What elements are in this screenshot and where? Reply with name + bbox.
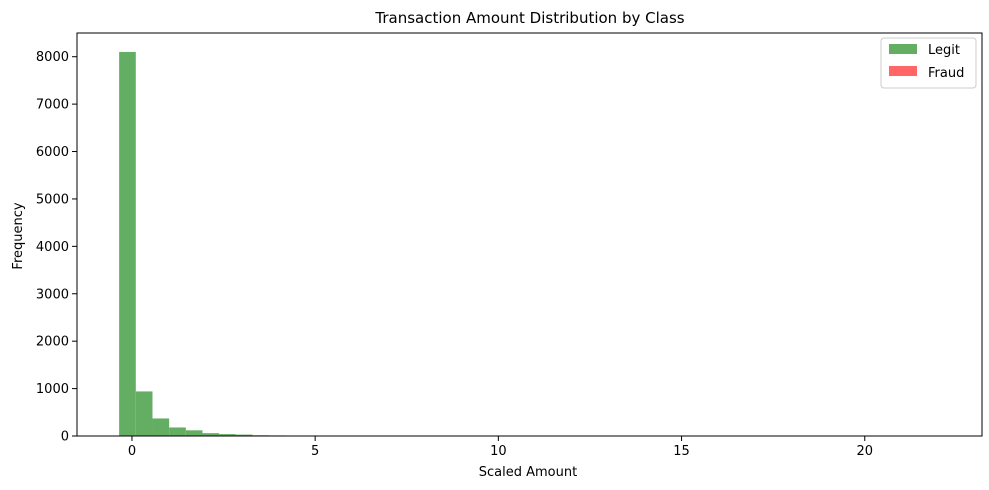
histogram-bar-legit-5: [202, 433, 220, 436]
y-tick-label: 0: [61, 430, 69, 445]
x-axis-label: Scaled Amount: [479, 465, 577, 480]
histogram-bar-legit-0: [119, 51, 136, 436]
y-axis-ticks: 0 1000 2000 3000 4000 5000 6000 7000 8000: [36, 50, 77, 445]
x-tick-label: 20: [856, 444, 873, 459]
histogram-bar-legit-2: [152, 418, 170, 436]
y-tick-label: 5000: [36, 192, 69, 207]
y-tick-label: 6000: [36, 145, 69, 160]
legend-label-fraud: Fraud: [928, 66, 964, 81]
y-axis-label: Frequency: [11, 202, 26, 269]
legend-swatch-fraud: [889, 66, 917, 76]
histogram-bars: [119, 51, 553, 436]
axes-frame: [76, 32, 983, 437]
x-tick-label: 10: [490, 444, 507, 459]
histogram-bar-legit-1: [135, 391, 153, 436]
y-tick-label: 8000: [36, 50, 69, 65]
y-tick-label: 2000: [36, 335, 69, 350]
x-tick-label: 15: [673, 444, 690, 459]
legend-label-legit: Legit: [928, 43, 960, 58]
chart-title: Transaction Amount Distribution by Class: [374, 9, 684, 27]
histogram-bar-legit-6: [219, 434, 236, 436]
x-tick-label: 5: [311, 444, 319, 459]
histogram-bar-legit-4: [185, 430, 203, 436]
y-tick-label: 7000: [36, 98, 69, 113]
y-tick-label: 1000: [36, 382, 69, 397]
histogram-bar-legit-7: [235, 434, 253, 436]
y-tick-label: 3000: [36, 287, 69, 302]
y-tick-label: 4000: [36, 240, 69, 255]
legend-swatch-legit: [889, 44, 917, 54]
x-axis-ticks: 0 5 10 15 20: [128, 436, 873, 459]
legend: Legit Fraud: [880, 37, 977, 89]
plot-area: [76, 32, 983, 437]
x-tick-label: 0: [128, 444, 136, 459]
histogram-bar-legit-3: [169, 427, 186, 436]
